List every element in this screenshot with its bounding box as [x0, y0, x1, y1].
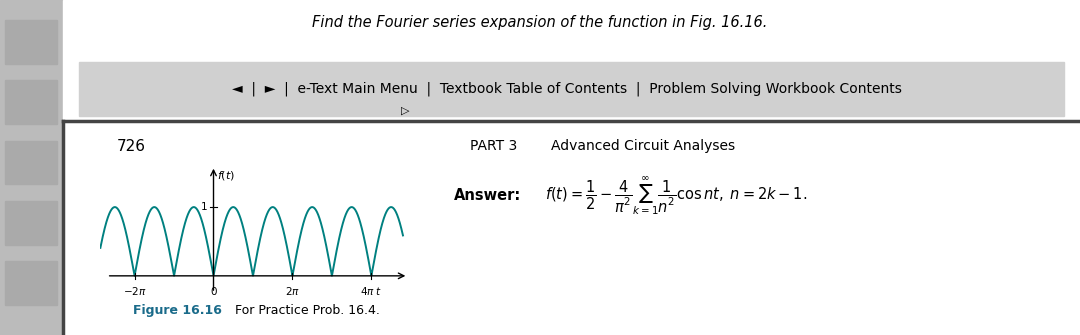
Text: Advanced Circuit Analyses: Advanced Circuit Analyses — [551, 139, 734, 153]
Text: $2\pi$: $2\pi$ — [285, 285, 300, 297]
Bar — [0, 0, 63, 335]
Text: $4\pi\; t$: $4\pi\; t$ — [361, 285, 382, 297]
Text: $-2\pi$: $-2\pi$ — [123, 285, 147, 297]
Text: PART 3: PART 3 — [470, 139, 517, 153]
Text: Find the Fourier series expansion of the function in Fig. 16.16.: Find the Fourier series expansion of the… — [312, 15, 768, 30]
Text: $0$: $0$ — [210, 285, 217, 297]
Text: Figure 16.16: Figure 16.16 — [133, 304, 221, 317]
Text: $f(t)$: $f(t)$ — [217, 169, 234, 182]
Bar — [5, 20, 57, 64]
Text: $f(t) = \dfrac{1}{2} - \dfrac{4}{\pi^2} \sum_{k=1}^{\infty} \dfrac{1}{n^2} \cos : $f(t) = \dfrac{1}{2} - \dfrac{4}{\pi^2} … — [545, 175, 808, 217]
Bar — [5, 80, 57, 124]
Text: For Practice Prob. 16.4.: For Practice Prob. 16.4. — [235, 304, 380, 317]
Text: ◄  |  ►  |  e-Text Main Menu  |  Textbook Table of Contents  |  Problem Solving : ◄ | ► | e-Text Main Menu | Textbook Tabl… — [232, 81, 902, 96]
Text: 1: 1 — [201, 202, 207, 212]
Text: Answer:: Answer: — [454, 189, 521, 203]
Bar — [5, 141, 57, 184]
Bar — [5, 201, 57, 245]
Bar — [79, 62, 1064, 116]
Bar — [5, 261, 57, 305]
Text: 726: 726 — [117, 139, 146, 154]
Text: ▷: ▷ — [401, 106, 409, 116]
